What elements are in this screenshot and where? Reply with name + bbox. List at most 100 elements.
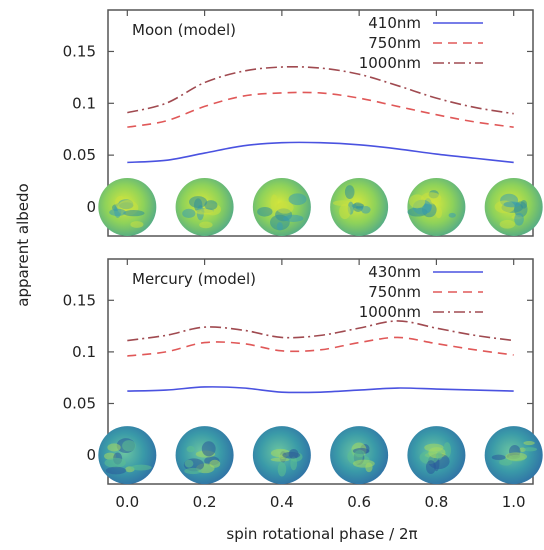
y-tick-label: 0.15 [63,42,96,60]
disk-surface-feature [270,194,278,211]
mercury-panel: 0.15 0.1 0.05 0 Mercury (model) 430nm 750nm 100… [63,258,543,485]
disk-surface-feature [288,193,307,206]
disk-surface-feature [499,219,516,229]
disk-surface-feature [195,208,214,215]
y-tick-label: 0.1 [72,94,96,112]
planet-disk-image [330,177,389,236]
x-tick-label: 0.4 [270,493,294,511]
disk-surface-feature [130,221,144,228]
x-tick-label: 1.0 [502,493,526,511]
planet-disk-image [330,426,389,485]
disk-surface-feature [283,214,304,222]
y-tick-label: 0 [86,446,96,464]
disk-surface-feature [130,464,152,471]
panel-title: Mercury (model) [132,270,256,288]
disk-surface-feature [184,467,202,475]
planet-disk-image [252,426,311,485]
legend-label-750nm: 750nm [368,283,421,301]
plot-frame [107,9,534,237]
disk-surface-feature [109,208,126,217]
disk-surface-feature [204,200,218,211]
disk-surface-feature [514,212,524,226]
disk-surface-feature [344,185,355,200]
disk-surface-feature [257,206,273,217]
disk-surface-feature [503,201,521,208]
y-tick-label: 0.05 [63,394,96,412]
planet-disk-image [484,426,543,485]
disk-surface-feature [435,207,443,219]
planet-disk-image [484,177,543,236]
series-line-410nm [127,141,514,164]
y-tick-label: 0 [86,198,96,216]
series-line-750nm [127,91,514,128]
planet-disk-image [175,177,234,236]
disk-surface-feature [107,443,121,452]
disk-surface-feature [182,208,196,218]
planet-disk [175,177,234,236]
planet-disk-image [407,177,466,236]
x-tick-label: 0.2 [193,493,217,511]
disk-surface-feature [360,206,371,214]
plot-frame [107,258,534,485]
disk-surface-feature [122,440,136,452]
disk-surface-feature [123,210,145,217]
disk-surface-feature [209,459,221,468]
disk-surface-feature [505,452,528,461]
series-line-1000nm [127,65,514,115]
disk-surface-feature [276,201,294,214]
y-axis-label: apparent albedo [14,183,32,306]
legend-label-750nm: 750nm [368,34,421,52]
disk-surface-feature [499,458,513,466]
disk-surface-feature [448,212,456,218]
disk-surface-feature [201,441,216,457]
disk-surface-feature [354,449,365,458]
x-tick-label: 0.0 [115,493,139,511]
disk-surface-feature [351,203,365,209]
disk-surface-feature [520,200,528,209]
y-tick-label: 0.1 [72,343,96,361]
disk-surface-feature [270,457,290,462]
disk-surface-feature [199,221,213,229]
disk-surface-feature [186,445,195,453]
disk-surface-feature [523,447,537,452]
panel-title: Moon (model) [132,21,236,39]
disk-surface-feature [189,196,208,208]
disk-surface-feature [276,222,283,231]
legend-label-1000nm: 1000nm [359,54,421,72]
planet-disk [407,177,466,236]
x-tick-label: 0.6 [347,493,371,511]
disk-surface-feature [290,456,298,471]
x-axis-label: spin rotational phase / 2π [226,525,417,543]
planet-disk-image [98,177,157,236]
disk-surface-feature [339,203,351,220]
planet-disk-image [98,426,157,485]
disk-surface-feature [435,452,443,460]
y-tick-label: 0.05 [63,146,96,164]
series-line-1000nm [127,320,514,342]
disk-surface-feature [491,454,506,461]
disk-surface-feature [282,451,301,459]
y-tick-label: 0.15 [63,291,96,309]
disk-surface-feature [352,459,375,468]
planet-disk-image [252,177,311,236]
disk-surface-feature [277,461,287,477]
disk-surface-feature [184,459,194,468]
legend-label-430nm: 430nm [368,263,421,281]
disk-surface-feature [523,440,535,446]
legend-label-1000nm: 1000nm [359,303,421,321]
x-tick-label: 0.8 [424,493,448,511]
x-tick-labels: 0.0 0.2 0.4 0.6 0.8 1.0 [115,493,525,511]
series-line-430nm [127,386,514,394]
disk-surface-feature [425,460,436,475]
moon-panel: 0.15 0.1 0.05 0 Moon (model) 410nm 750nm 1000nm [63,9,543,237]
disk-surface-feature [104,457,126,468]
disk-surface-feature [332,200,353,206]
disk-surface-feature [424,443,444,452]
planet-disk-image [407,426,466,485]
disk-surface-feature [409,194,426,209]
disk-surface-feature [105,466,127,475]
legend-label-410nm: 410nm [368,14,421,32]
series-line-750nm [127,336,514,357]
planet-disk-image [175,426,234,485]
